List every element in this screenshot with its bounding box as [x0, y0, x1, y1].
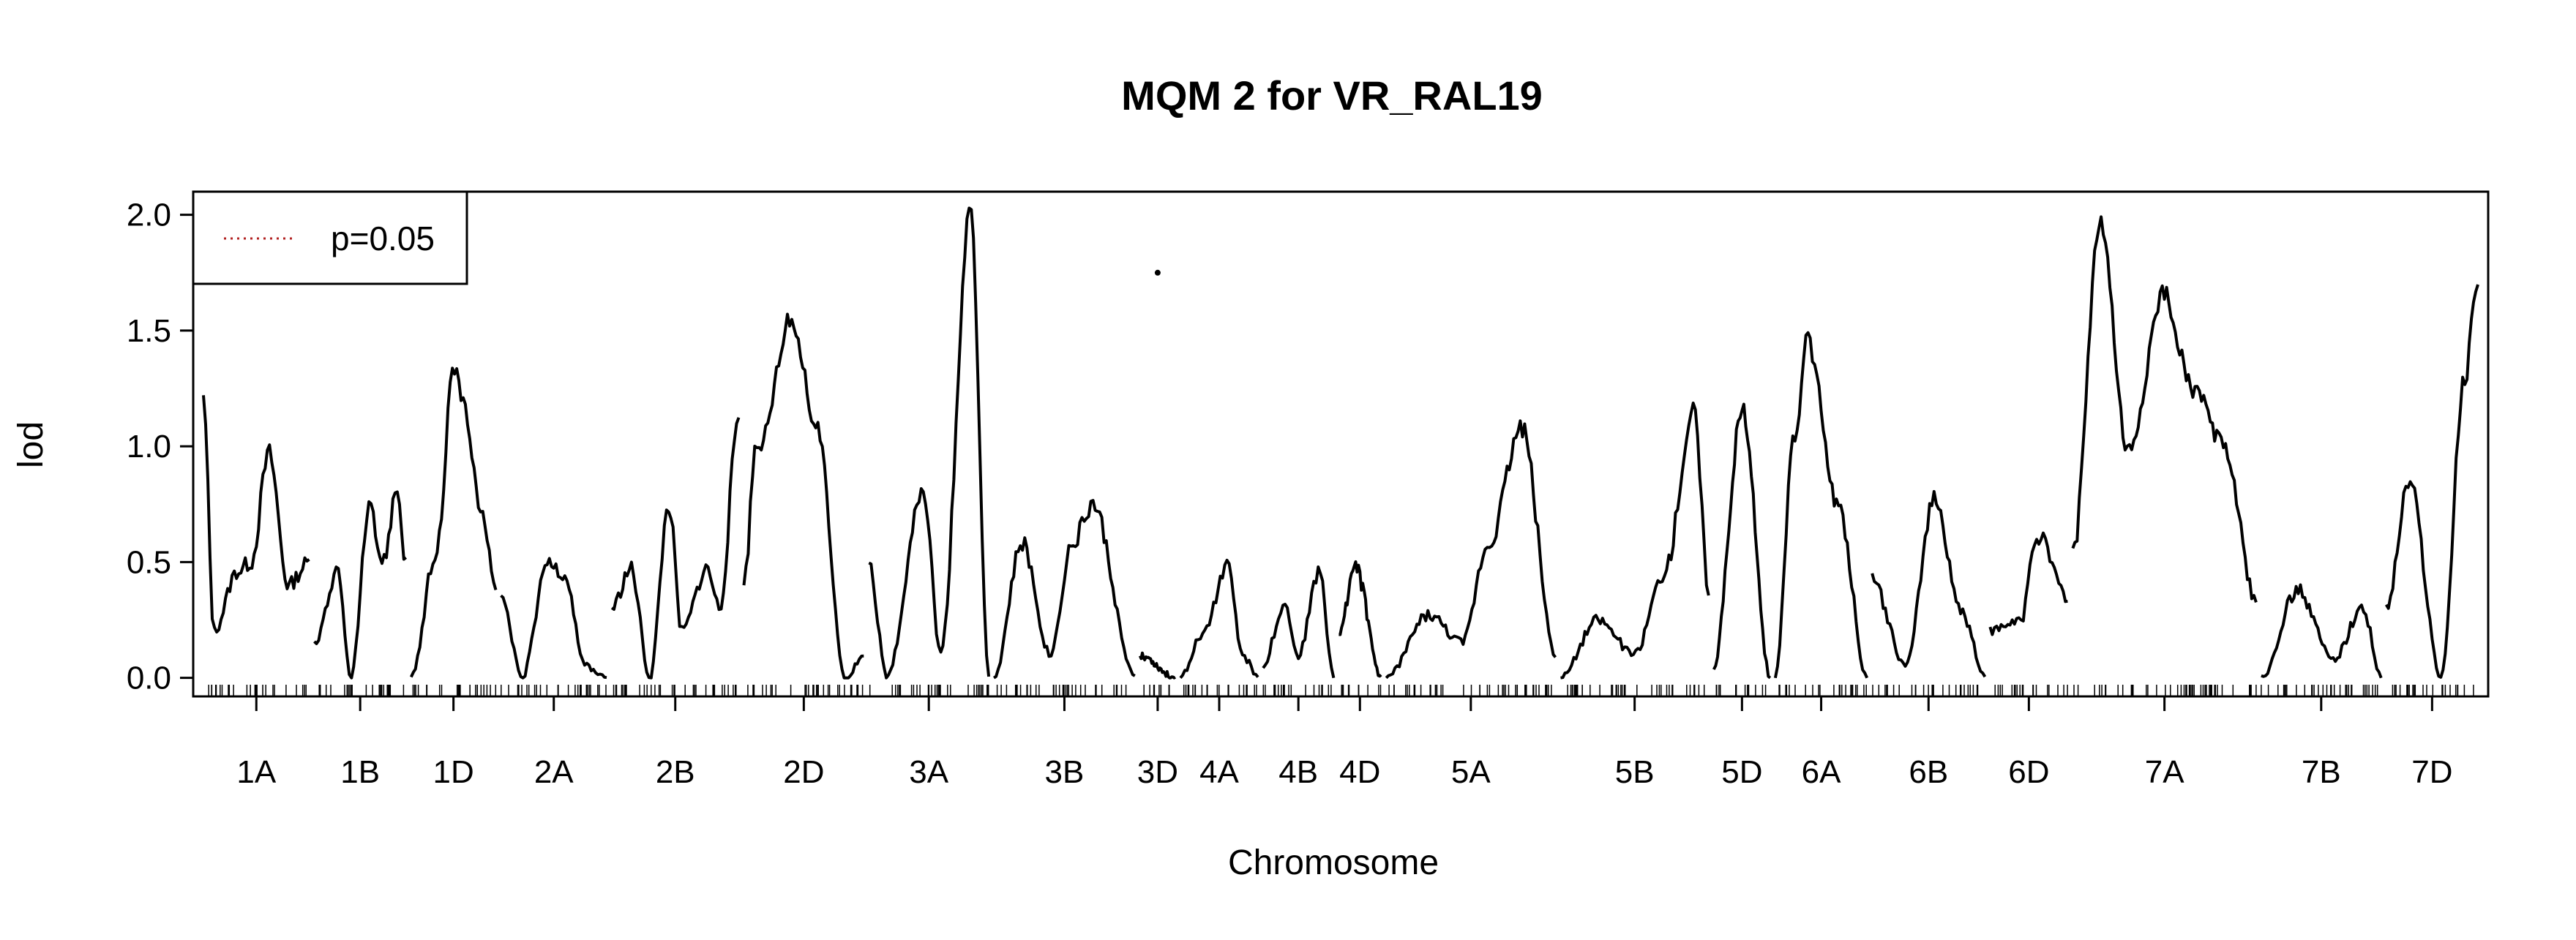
y-tick-label-2: 1.0: [127, 429, 171, 465]
legend: p=0.05: [192, 190, 468, 285]
marker-rug-4D: [1341, 685, 1382, 696]
chromosome-label-3A: 3A: [909, 754, 948, 790]
lod-curve-2D: [742, 312, 864, 680]
chromosome-label-4D: 4D: [1339, 754, 1380, 790]
lod-curve-7B: [2261, 583, 2383, 679]
chart-title: MQM 2 for VR_RAL19: [1121, 72, 1543, 119]
chromosome-label-3B: 3B: [1045, 754, 1085, 790]
chromosome-label-5A: 5A: [1451, 754, 1491, 790]
lod-curve-1A: [202, 395, 310, 633]
chromosome-label-2D: 2D: [783, 754, 824, 790]
chromosome-label-6A: 6A: [1802, 754, 1841, 790]
marker-rug-4B: [1262, 685, 1332, 696]
marker-rug-7A: [2073, 685, 2257, 696]
lod-curve-5A: [1385, 419, 1557, 680]
lod-curve-7D: [2384, 284, 2479, 679]
marker-rug-3A: [869, 685, 989, 696]
marker-rug-5D: [1715, 685, 1767, 696]
lod-curve-6B: [1871, 489, 1987, 678]
x-axis: 1A 1B 1D 2A 2B 2D 3A 3B 3D 4A 4B 4D 5A 5B 5D 6A 6B 6D 7A 7B…: [236, 696, 2452, 790]
chromosome-label-1A: 1A: [236, 754, 276, 790]
lod-curve-6D: [1988, 531, 2068, 636]
lod-curve-5D: [1712, 402, 1772, 680]
lod-curve-5B: [1560, 402, 1710, 680]
chromosome-label-1D: 1D: [433, 754, 474, 790]
y-tick-label-3: 1.5: [127, 313, 171, 349]
chromosome-label-4A: 4A: [1199, 754, 1239, 790]
y-tick-label-1: 0.5: [127, 544, 171, 580]
stray-point: [1154, 269, 1161, 276]
chromosome-label-4B: 4B: [1278, 754, 1318, 790]
marker-rug-7B: [2261, 685, 2378, 696]
y-axis: 0.0 0.5 1.0 1.5 2.0: [127, 198, 193, 696]
marker-rug-5B: [1567, 685, 1705, 696]
plot-frame: [192, 190, 2490, 698]
marker-rug-1D: [412, 685, 497, 696]
lod-curve-4B: [1262, 565, 1336, 679]
lod-curve-3D: [1138, 651, 1177, 680]
chromosome-label-7B: 7B: [2302, 754, 2341, 790]
lod-curve-2A: [500, 557, 607, 680]
lod-curve-3B: [992, 499, 1136, 680]
marker-rug-7D: [2392, 685, 2474, 696]
lod-curve-4D: [1338, 560, 1382, 678]
lod-curve-4A: [1179, 558, 1259, 679]
lod-curve-2B: [610, 417, 741, 680]
y-tick-label-0: 0.0: [127, 661, 171, 696]
x-axis-label: Chromosome: [1228, 843, 1439, 882]
chromosome-label-3D: 3D: [1137, 754, 1178, 790]
marker-rug-6A: [1778, 685, 1867, 696]
chromosome-label-6B: 6B: [1909, 754, 1948, 790]
marker-rug-3D: [1143, 685, 1170, 696]
marker-rug: [208, 685, 2474, 696]
lod-curve-3A: [868, 206, 991, 680]
chromosome-label-1B: 1B: [340, 754, 380, 790]
marker-rug-2A: [501, 685, 607, 696]
chromosome-label-2A: 2A: [534, 754, 574, 790]
legend-label-p005: p=0.05: [331, 219, 435, 257]
chromosome-label-5B: 5B: [1615, 754, 1655, 790]
marker-rug-4A: [1183, 685, 1257, 696]
chromosome-label-2B: 2B: [656, 754, 695, 790]
y-axis-label: lod: [12, 421, 50, 468]
lod-curve-1B: [313, 490, 408, 680]
chromosome-label-7D: 7D: [2411, 754, 2452, 790]
chromosome-label-7A: 7A: [2145, 754, 2184, 790]
lod-curve-7A: [2071, 215, 2258, 604]
lod-curve-1D: [409, 366, 498, 678]
chromosome-label-6D: 6D: [2008, 754, 2049, 790]
y-tick-label-4: 2.0: [127, 198, 171, 233]
marker-rug-2B: [613, 685, 737, 696]
marker-rug-3B: [996, 685, 1127, 696]
marker-rug-1A: [208, 685, 307, 696]
marker-rug-6B: [1872, 685, 1979, 696]
lod-curves: [202, 206, 2479, 680]
marker-rug-6D: [1994, 685, 2068, 696]
marker-rug-1B: [318, 685, 405, 696]
marker-rug-2D: [747, 685, 864, 696]
lod-curve-6A: [1773, 331, 1869, 679]
marker-rug-5A: [1388, 685, 1552, 696]
chromosome-label-5D: 5D: [1721, 754, 1762, 790]
